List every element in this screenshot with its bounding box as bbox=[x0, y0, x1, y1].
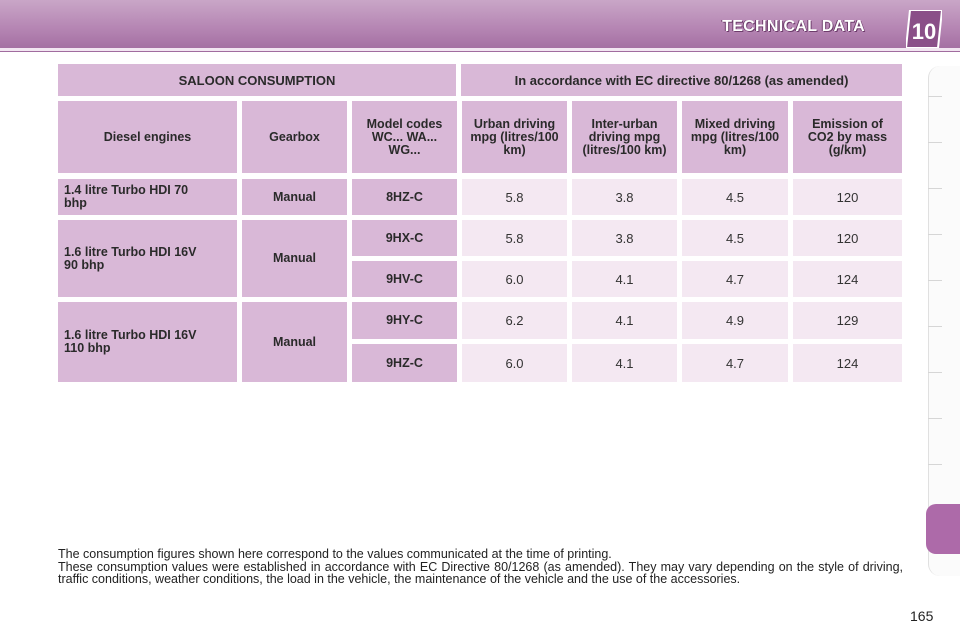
chapter-tab[interactable] bbox=[926, 504, 960, 554]
co2-value: 129 bbox=[793, 302, 902, 339]
rail-tick bbox=[928, 326, 942, 327]
chapter-badge: 10 bbox=[906, 10, 942, 48]
urban-value: 6.0 bbox=[462, 261, 567, 297]
urban-value: 6.0 bbox=[462, 344, 567, 382]
side-rail bbox=[928, 66, 960, 576]
column-header-mixed: Mixed driving mpg (litres/100 km) bbox=[682, 101, 788, 173]
footnote-line-2: These consumption values were establishe… bbox=[58, 559, 903, 587]
page-number: 165 bbox=[910, 608, 934, 624]
page-title: TECHNICAL DATA bbox=[722, 18, 865, 35]
rail-tick bbox=[928, 280, 942, 281]
co2-value: 120 bbox=[793, 220, 902, 256]
model-code-cell: 9HZ-C bbox=[352, 344, 457, 382]
mixed-value: 4.7 bbox=[682, 261, 788, 297]
model-code-cell: 9HX-C bbox=[352, 220, 457, 256]
engine-name: 1.6 litre Turbo HDI 16V 110 bhp bbox=[58, 302, 237, 382]
rail-tick bbox=[928, 96, 942, 97]
engine-name: 1.4 litre Turbo HDI 70 bhp bbox=[58, 179, 237, 215]
mixed-value: 4.5 bbox=[682, 220, 788, 256]
gearbox-cell: Manual bbox=[242, 179, 347, 215]
footnote: The consumption figures shown here corre… bbox=[58, 548, 903, 586]
rail-tick bbox=[928, 418, 942, 419]
inter-urban-value: 3.8 bbox=[572, 179, 677, 215]
gearbox-cell: Manual bbox=[242, 220, 347, 297]
model-code-cell: 9HV-C bbox=[352, 261, 457, 297]
column-header-model-codes: Model codes WC... WA... WG... bbox=[352, 101, 457, 173]
rail-tick bbox=[928, 188, 942, 189]
mixed-value: 4.7 bbox=[682, 344, 788, 382]
column-header-engine: Diesel engines bbox=[58, 101, 237, 173]
header-band bbox=[0, 0, 960, 52]
column-header-gearbox: Gearbox bbox=[242, 101, 347, 173]
inter-urban-value: 4.1 bbox=[572, 344, 677, 382]
model-code-cell: 8HZ-C bbox=[352, 179, 457, 215]
co2-value: 124 bbox=[793, 344, 902, 382]
rail-tick bbox=[928, 234, 942, 235]
inter-urban-value: 4.1 bbox=[572, 302, 677, 339]
mixed-value: 4.5 bbox=[682, 179, 788, 215]
urban-value: 5.8 bbox=[462, 179, 567, 215]
rail-tick bbox=[928, 142, 942, 143]
urban-value: 6.2 bbox=[462, 302, 567, 339]
rail-tick bbox=[928, 464, 942, 465]
urban-value: 5.8 bbox=[462, 220, 567, 256]
co2-value: 120 bbox=[793, 179, 902, 215]
model-code-cell: 9HY-C bbox=[352, 302, 457, 339]
inter-urban-value: 3.8 bbox=[572, 220, 677, 256]
mixed-value: 4.9 bbox=[682, 302, 788, 339]
engine-name: 1.6 litre Turbo HDI 16V 90 bhp bbox=[58, 220, 237, 297]
inter-urban-value: 4.1 bbox=[572, 261, 677, 297]
column-header-inter-urban: Inter-urban driving mpg (litres/100 km) bbox=[572, 101, 677, 173]
table-heading-left: SALOON CONSUMPTION bbox=[58, 64, 456, 96]
gearbox-cell: Manual bbox=[242, 302, 347, 382]
rail-tick bbox=[928, 372, 942, 373]
column-header-urban: Urban driving mpg (litres/100 km) bbox=[462, 101, 567, 173]
table-heading-right: In accordance with EC directive 80/1268 … bbox=[461, 64, 902, 96]
footnote-line-1: The consumption figures shown here corre… bbox=[58, 547, 612, 561]
co2-value: 124 bbox=[793, 261, 902, 297]
chapter-number: 10 bbox=[912, 19, 936, 44]
header-divider bbox=[0, 48, 960, 51]
column-header-co2: Emission of CO2 by mass (g/km) bbox=[793, 101, 902, 173]
